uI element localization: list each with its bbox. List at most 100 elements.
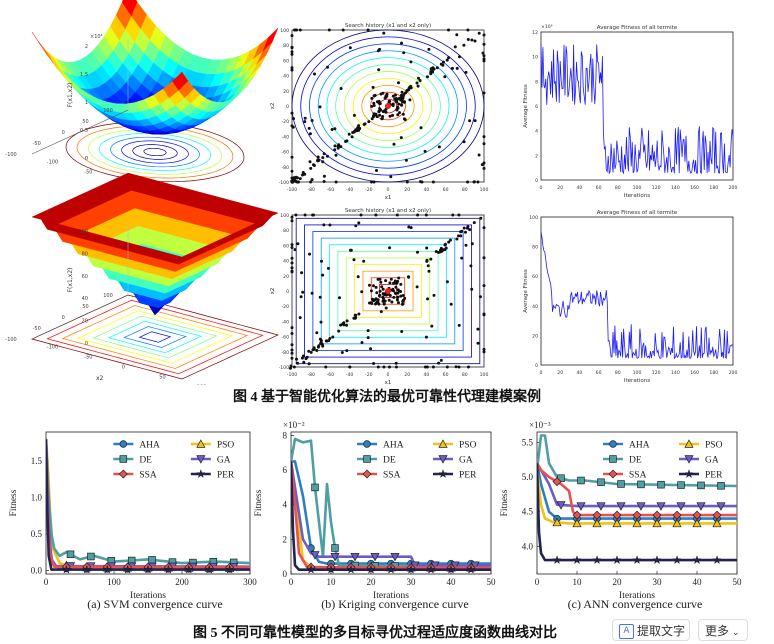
search-point: [429, 70, 433, 74]
search-point: [290, 215, 294, 219]
series-marker-ga: [350, 552, 360, 562]
search-point: [445, 365, 449, 369]
search-point: [290, 124, 294, 128]
search-point: [482, 135, 486, 139]
search-point: [318, 295, 322, 299]
search-point: [372, 115, 375, 119]
floor-contour: [46, 299, 264, 375]
search-point: [476, 341, 480, 345]
y-tick-label: 60: [532, 274, 538, 280]
contour-line: [335, 64, 441, 148]
search-point: [337, 144, 341, 148]
series-marker-de: [66, 550, 75, 559]
contour-line: [317, 50, 459, 162]
legend-label-de: DE: [629, 456, 642, 466]
series-marker-pso: [592, 518, 602, 528]
search-point: [290, 68, 294, 72]
plot-title: Average Fitness of all termite: [597, 25, 678, 31]
search-point: [322, 174, 326, 178]
search-point: [457, 365, 461, 369]
search-point: [321, 156, 325, 160]
search-point: [482, 54, 486, 58]
y-tick-label: -100: [5, 337, 16, 343]
x-tick-label: 0: [387, 372, 390, 378]
search-point: [401, 112, 405, 116]
search-point: [397, 102, 401, 106]
search-point: [302, 360, 306, 364]
search-point: [447, 56, 451, 60]
search-point: [372, 284, 375, 288]
x-tick-label: 20: [557, 185, 563, 191]
legend-marker-ssa: [118, 469, 128, 479]
search-point: [290, 246, 294, 249]
series-marker-per: [712, 555, 722, 565]
series-line-per: [291, 461, 491, 571]
search-point: [445, 58, 449, 62]
legend-marker-de: [363, 455, 371, 463]
extract-text-button[interactable]: A 提取文字: [612, 619, 690, 641]
series-marker-per: [366, 564, 376, 574]
y-tick-label: 40: [532, 304, 538, 310]
contour-line: [361, 84, 415, 128]
more-button[interactable]: 更多 ⌄: [698, 619, 748, 641]
x-tick-label: 60: [443, 187, 449, 193]
search-point: [319, 342, 323, 345]
search-point: [296, 242, 300, 246]
search-point: [394, 280, 398, 284]
y-tick-label: -100: [5, 152, 16, 158]
x-tick-label: 40: [423, 372, 429, 378]
y-tick-label: 80: [532, 245, 538, 251]
search-point: [482, 57, 486, 61]
chevron-down-icon: ⌄: [732, 628, 740, 638]
search-point: [381, 295, 385, 299]
floor-contour: [143, 147, 167, 157]
search-point: [392, 295, 396, 299]
y-tick-label: 0: [286, 104, 289, 110]
x-tick-label: -40: [346, 187, 354, 193]
search-point: [415, 81, 419, 85]
series-marker-pso: [632, 518, 642, 528]
search-point: [327, 28, 331, 32]
search-point: [303, 116, 307, 120]
search-point: [290, 34, 294, 38]
series-marker-ga: [716, 502, 726, 511]
x-tick-label: 120: [652, 185, 661, 191]
x-tick-label: 100: [197, 384, 207, 385]
search-point: [372, 94, 376, 98]
search-point: [378, 113, 382, 117]
z-tick-label: 1.5: [80, 72, 88, 78]
y-tick-label: 4.0: [522, 541, 534, 551]
search-point: [305, 355, 309, 359]
search-point: [375, 115, 379, 119]
search-point: [290, 326, 294, 330]
search-point: [370, 96, 374, 100]
search-point: [320, 259, 323, 263]
convergence-chart-2: 0 10 20 30 40 50 4.0 4.5 5.0 5.5 ×10⁻³ Iterations Fi…: [500, 420, 742, 601]
search-point: [437, 145, 441, 149]
search-point: [482, 142, 486, 146]
search-point: [301, 173, 304, 177]
search-point: [309, 166, 313, 170]
search-point: [399, 294, 403, 298]
search-point: [462, 140, 466, 144]
search-point: [342, 323, 346, 327]
search-point: [330, 128, 334, 131]
x-tick-label: 80: [615, 370, 621, 376]
series-marker-per: [612, 555, 622, 565]
legend-marker-de: [119, 455, 128, 463]
search-point: [307, 362, 311, 366]
series-marker-ssa: [712, 510, 722, 520]
y-tick-label: 1.0: [31, 493, 43, 503]
search-point: [338, 296, 341, 300]
series-marker-ga: [330, 552, 340, 562]
search-point: [334, 153, 338, 157]
search-point: [303, 213, 307, 217]
search-point: [388, 246, 392, 250]
x-axis-label: Iterations: [624, 193, 650, 199]
search-point: [290, 45, 294, 49]
search-point: [388, 365, 391, 369]
search-point: [375, 291, 379, 295]
search-point: [303, 120, 307, 124]
search-point: [402, 51, 406, 55]
search-point: [434, 250, 438, 253]
